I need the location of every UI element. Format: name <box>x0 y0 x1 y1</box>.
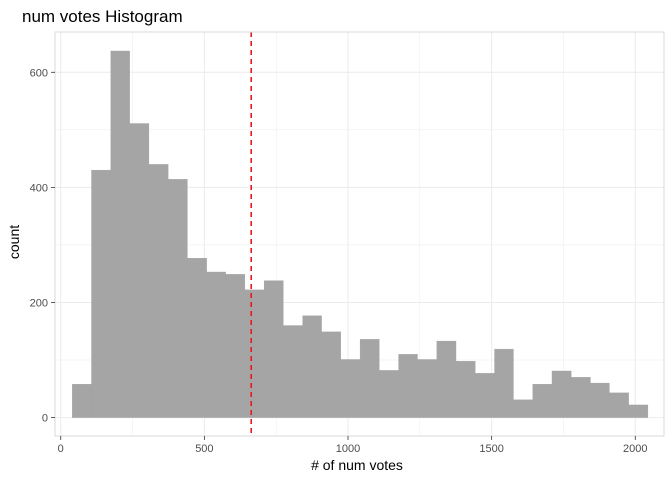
y-tick-label: 200 <box>30 297 48 309</box>
histogram-bar <box>628 404 649 418</box>
x-axis-title: # of num votes <box>311 457 403 473</box>
histogram-bar <box>417 359 437 418</box>
y-tick-label: 0 <box>42 413 48 425</box>
histogram-bar <box>168 179 188 418</box>
x-tick-label: 2000 <box>623 443 647 455</box>
plot-area: 0 500 1000 1500 2000 0 200 400 600 <box>30 31 665 455</box>
histogram-bar <box>225 274 246 418</box>
y-tick-label: 400 <box>30 182 48 194</box>
x-tick-label: 500 <box>195 443 213 455</box>
histogram-bar <box>475 373 495 418</box>
y-axis-title: count <box>6 225 22 259</box>
histogram-bar <box>187 258 207 418</box>
histogram-bar <box>129 123 150 418</box>
histogram-bar <box>244 289 265 418</box>
histogram-bar <box>590 382 610 418</box>
histogram-bar <box>379 370 399 418</box>
x-tick-label: 0 <box>58 443 64 455</box>
panel-border <box>54 31 665 437</box>
histogram-bar <box>609 392 629 418</box>
histogram-bar <box>206 271 226 418</box>
histogram-bar <box>283 325 303 418</box>
histogram-bar <box>551 370 572 418</box>
histogram-bar <box>398 354 418 418</box>
histogram-bar <box>571 377 591 418</box>
histogram-bar <box>494 348 514 418</box>
histogram-bar <box>532 384 553 418</box>
histogram-bar <box>91 169 111 418</box>
histogram-bar <box>321 331 341 418</box>
histogram-bar <box>110 50 130 418</box>
histogram-bar <box>359 339 380 418</box>
histogram-bar <box>263 280 284 418</box>
histogram-bar <box>72 384 92 418</box>
chart-title: num votes Histogram <box>22 7 183 26</box>
histogram-bar <box>340 359 361 418</box>
histogram-bar <box>148 164 169 418</box>
histogram-bar <box>513 399 533 418</box>
y-tick-label: 600 <box>30 67 48 79</box>
histogram-bar <box>455 361 476 418</box>
histogram-bar <box>302 315 322 418</box>
histogram-bar <box>436 340 457 418</box>
x-tick-label: 1000 <box>336 443 360 455</box>
x-tick-label: 1500 <box>479 443 503 455</box>
